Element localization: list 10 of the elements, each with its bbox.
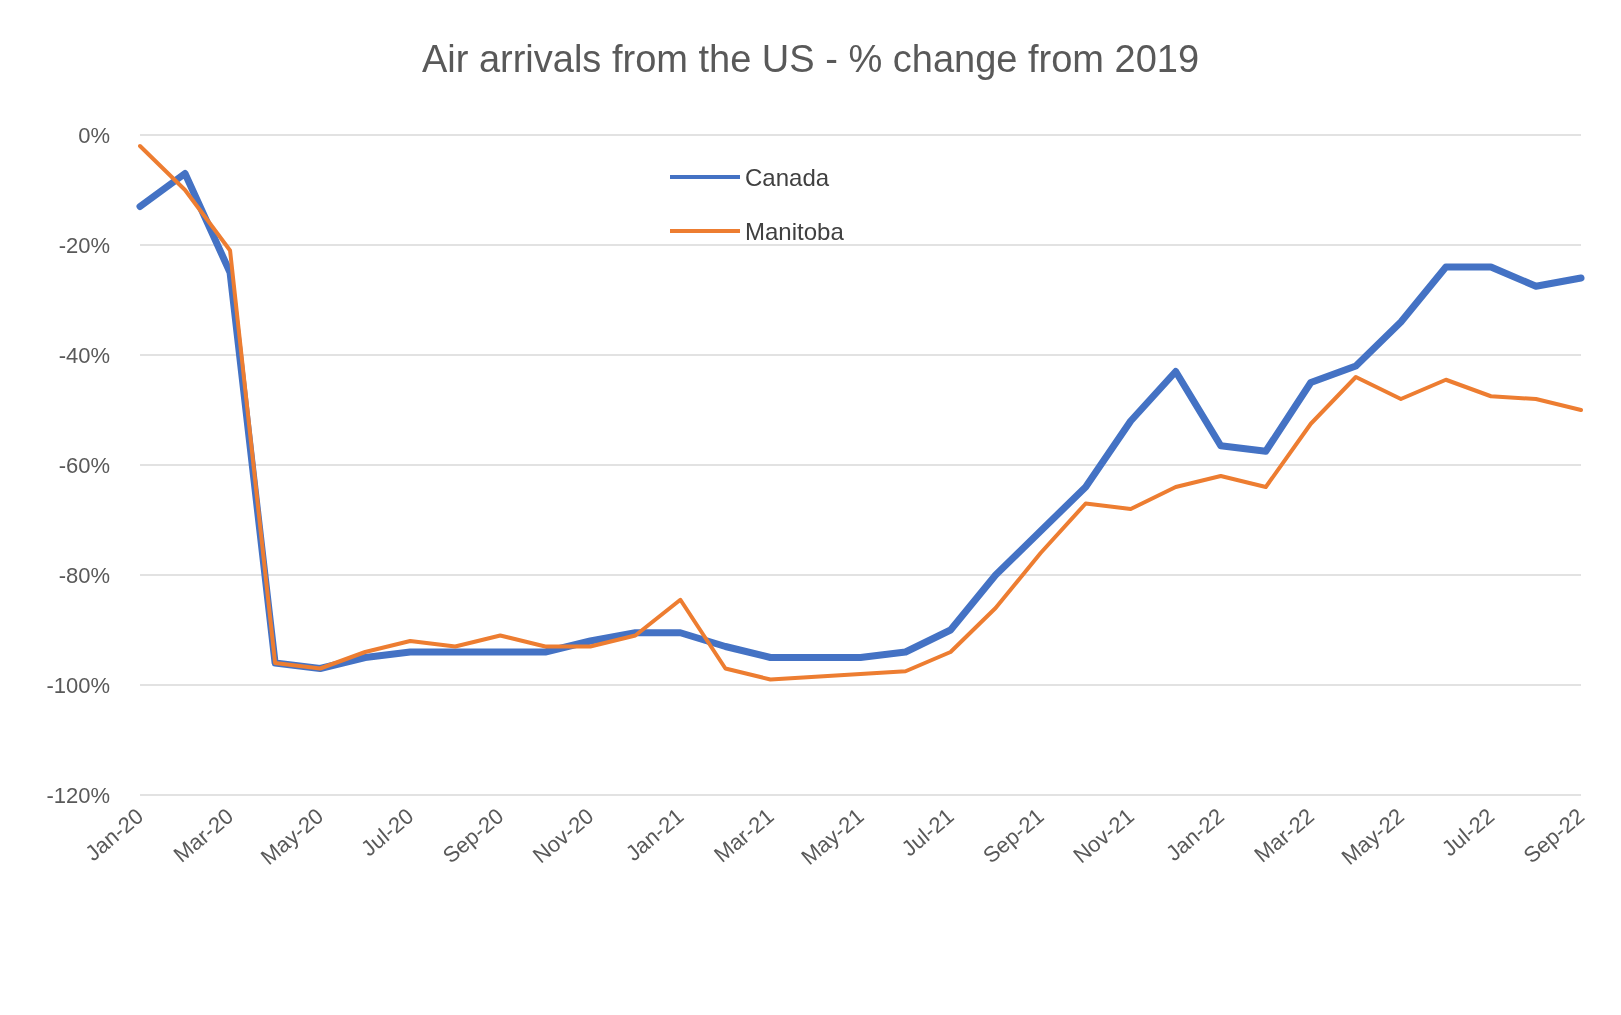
legend-label: Manitoba [745, 217, 845, 245]
y-tick-label: -120% [46, 782, 110, 808]
y-tick-label: -80% [58, 562, 110, 588]
chart-title: Air arrivals from the US - % change from 2019 [421, 38, 1200, 80]
y-tick-label: -20% [58, 232, 110, 258]
y-tick-label: -100% [46, 672, 110, 698]
y-tick-label: -60% [58, 452, 110, 478]
legend-label: Canada [745, 163, 830, 191]
y-tick-label: -40% [58, 342, 110, 368]
y-tick-label: 0% [78, 122, 110, 148]
